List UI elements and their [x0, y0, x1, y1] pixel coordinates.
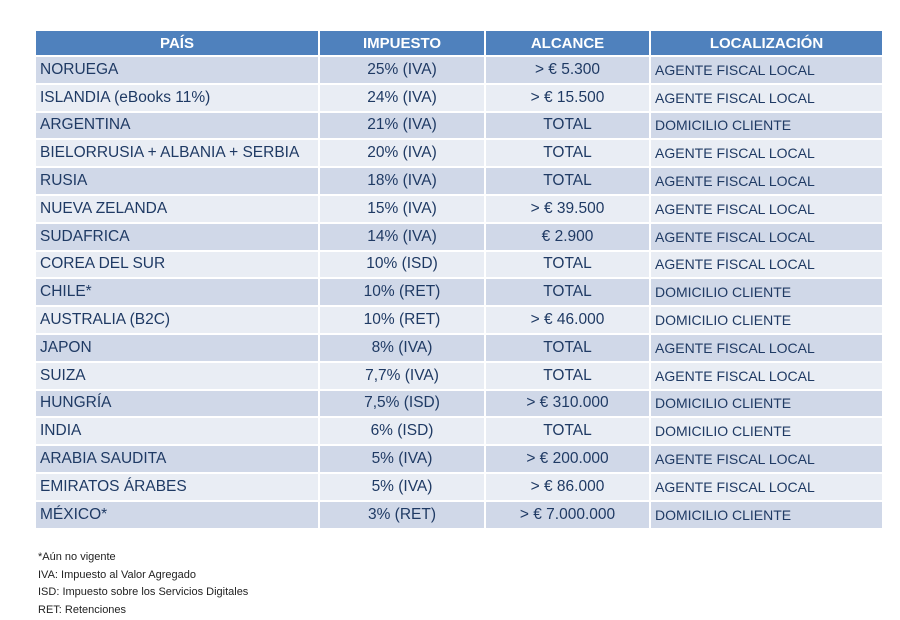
table-cell: AGENTE FISCAL LOCAL: [651, 84, 882, 111]
table-cell: > € 310.000: [486, 390, 649, 417]
table-cell: EMIRATOS ÁRABES: [36, 473, 318, 500]
header-cell: LOCALIZACIÓN: [651, 31, 882, 55]
table-cell: AUSTRALIA (B2C): [36, 307, 318, 333]
table-row: ISLANDIA (eBooks 11%) 24% (IVA) > € 15.500…: [36, 84, 882, 111]
table-cell: RUSIA: [36, 168, 318, 194]
table-row: AUSTRALIA (B2C) 10% (RET) > € 46.000 DOMICI…: [36, 307, 882, 333]
table-cell: DOMICILIO CLIENTE: [651, 501, 882, 528]
table-cell: NUEVA ZELANDA: [36, 195, 318, 222]
table-cell: CHILE*: [36, 279, 318, 306]
table-row: BIELORRUSIA + ALBANIA + SERBIA 20% (IVA) T…: [36, 140, 882, 167]
table-cell: 10% (RET): [320, 307, 484, 333]
table-cell: TOTAL: [486, 362, 649, 389]
table-row: JAPON 8% (IVA) TOTAL AGENTE FISCAL LOCAL: [36, 334, 882, 361]
table-cell: AGENTE FISCAL LOCAL: [651, 140, 882, 167]
table-cell: AGENTE FISCAL LOCAL: [651, 195, 882, 222]
table-cell: AGENTE FISCAL LOCAL: [651, 473, 882, 500]
table-cell: > € 5.300: [486, 57, 649, 83]
table-row: ARABIA SAUDITA 5% (IVA) > € 200.000 AGENTE …: [36, 446, 882, 472]
table-row: CHILE* 10% (RET) TOTAL DOMICILIO CLIENTE: [36, 279, 882, 306]
table-cell: TOTAL: [486, 168, 649, 194]
footnote: ISD: Impuesto sobre los Servicios Digita…: [38, 586, 249, 599]
table-cell: 14% (IVA): [320, 223, 484, 250]
table-row: NORUEGA 25% (IVA) > € 5.300 AGENTE FISCAL L…: [36, 57, 882, 83]
table-row: ARGENTINA 21% (IVA) TOTAL DOMICILIO CLIENTE: [36, 112, 882, 139]
table-row: INDIA 6% (ISD) TOTAL DOMICILIO CLIENTE: [36, 418, 882, 445]
table-cell: DOMICILIO CLIENTE: [651, 279, 882, 306]
table-row: MÉXICO* 3% (RET) > € 7.000.000 DOMICILIO CL…: [36, 501, 882, 528]
table-cell: INDIA: [36, 418, 318, 445]
table-cell: > € 39.500: [486, 195, 649, 222]
table-cell: COREA DEL SUR: [36, 251, 318, 278]
table-cell: TOTAL: [486, 140, 649, 167]
table-cell: SUDAFRICA: [36, 223, 318, 250]
table-cell: > € 15.500: [486, 84, 649, 111]
table-cell: 7,5% (ISD): [320, 390, 484, 417]
footnotes: *Aún no vigente IVA: Impuesto al Valor Ag…: [38, 549, 248, 619]
table-cell: 18% (IVA): [320, 168, 484, 194]
table-cell: > € 200.000: [486, 446, 649, 472]
table-row: SUDAFRICA 14% (IVA) € 2.900 AGENTE FISCAL L…: [36, 223, 882, 250]
table-cell: 15% (IVA): [320, 195, 484, 222]
table-cell: BIELORRUSIA + ALBANIA + SERBIA: [36, 140, 318, 167]
table-cell: AGENTE FISCAL LOCAL: [651, 446, 882, 472]
table-cell: DOMICILIO CLIENTE: [651, 418, 882, 445]
table-body: NORUEGA 25% (IVA) > € 5.300 AGENTE FISCAL L…: [36, 57, 882, 528]
table-cell: > € 86.000: [486, 473, 649, 500]
table-cell: € 2.900: [486, 223, 649, 250]
table-cell: DOMICILIO CLIENTE: [651, 390, 882, 417]
table-cell: DOMICILIO CLIENTE: [651, 307, 882, 333]
table-cell: AGENTE FISCAL LOCAL: [651, 251, 882, 278]
table-row: COREA DEL SUR 10% (ISD) TOTAL AGENTE FISCAL…: [36, 251, 882, 278]
table-cell: DOMICILIO CLIENTE: [651, 112, 882, 139]
tax-table: PAÍS IMPUESTO ALCANCE LOCALIZACIÓN NORUEGA 2…: [34, 29, 884, 530]
header-cell: PAÍS: [36, 31, 318, 55]
table-cell: TOTAL: [486, 334, 649, 361]
table-cell: TOTAL: [486, 251, 649, 278]
table-cell: 21% (IVA): [320, 112, 484, 139]
table-cell: AGENTE FISCAL LOCAL: [651, 334, 882, 361]
footnote: *Aún no vigente: [38, 551, 116, 563]
table-cell: 7,7% (IVA): [320, 362, 484, 389]
table-cell: JAPON: [36, 334, 318, 361]
table-row: EMIRATOS ÁRABES 5% (IVA) > € 86.000 AGENTE …: [36, 473, 882, 500]
table-cell: > € 7.000.000: [486, 501, 649, 528]
table-cell: HUNGRÍA: [36, 390, 318, 417]
table-cell: SUIZA: [36, 362, 318, 389]
table-cell: 3% (RET): [320, 501, 484, 528]
table-cell: 25% (IVA): [320, 57, 484, 83]
table-cell: TOTAL: [486, 418, 649, 445]
table-cell: 10% (ISD): [320, 251, 484, 278]
table-cell: ISLANDIA (eBooks 11%): [36, 84, 318, 111]
table-row: HUNGRÍA 7,5% (ISD) > € 310.000 DOMICILIO CL…: [36, 390, 882, 417]
header-cell: ALCANCE: [486, 31, 649, 55]
table-cell: 10% (RET): [320, 279, 484, 306]
table-cell: 5% (IVA): [320, 446, 484, 472]
table-cell: 5% (IVA): [320, 473, 484, 500]
table-cell: AGENTE FISCAL LOCAL: [651, 168, 882, 194]
table-row: SUIZA 7,7% (IVA) TOTAL AGENTE FISCAL LOCAL: [36, 362, 882, 389]
table-cell: 6% (ISD): [320, 418, 484, 445]
table-cell: ARGENTINA: [36, 112, 318, 139]
table-cell: AGENTE FISCAL LOCAL: [651, 223, 882, 250]
table-cell: MÉXICO*: [36, 501, 318, 528]
table-cell: 24% (IVA): [320, 84, 484, 111]
table-cell: AGENTE FISCAL LOCAL: [651, 57, 882, 83]
footnote: RET: Retenciones: [38, 603, 127, 616]
table-cell: NORUEGA: [36, 57, 318, 83]
table-cell: > € 46.000: [486, 307, 649, 333]
table-cell: AGENTE FISCAL LOCAL: [651, 362, 882, 389]
footnote: IVA: Impuesto al Valor Agregado: [38, 568, 196, 581]
table-cell: TOTAL: [486, 112, 649, 139]
table-cell: ARABIA SAUDITA: [36, 446, 318, 472]
table-cell: 8% (IVA): [320, 334, 484, 361]
table-row: NUEVA ZELANDA 15% (IVA) > € 39.500 AGENTE F…: [36, 195, 882, 222]
table-row: RUSIA 18% (IVA) TOTAL AGENTE FISCAL LOCAL: [36, 168, 882, 194]
header-row: PAÍS IMPUESTO ALCANCE LOCALIZACIÓN: [36, 31, 882, 55]
header-cell: IMPUESTO: [320, 31, 484, 55]
table-cell: TOTAL: [486, 279, 649, 306]
table-cell: 20% (IVA): [320, 140, 484, 167]
